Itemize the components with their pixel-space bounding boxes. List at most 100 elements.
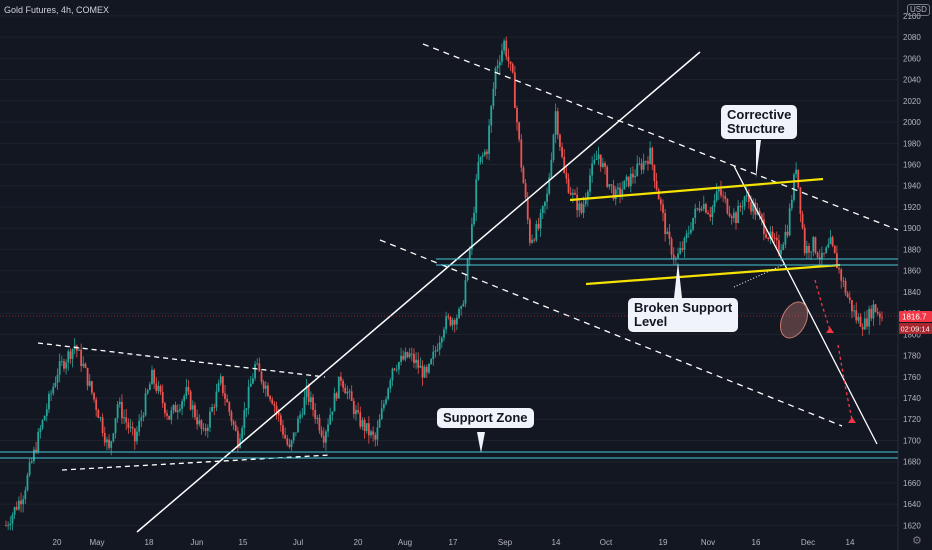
candle-body — [827, 244, 830, 248]
candle-body — [269, 396, 271, 400]
broken-support-callout: Broken Support Level — [628, 298, 739, 332]
corrective-callout-pointer — [756, 140, 761, 178]
candle-body — [163, 403, 166, 414]
candle-body — [511, 63, 514, 73]
y-tick-label: 1920 — [903, 203, 921, 212]
countdown-value: 02:09:14 — [901, 325, 930, 334]
x-tick-label: Nov — [701, 538, 715, 547]
candle-body — [110, 441, 113, 448]
candle-body — [687, 232, 690, 234]
candle-body — [290, 440, 293, 447]
support-zone-label: Support Zone — [443, 410, 528, 425]
candle-body — [318, 417, 321, 431]
candle-body — [741, 206, 744, 208]
candle-body — [196, 417, 198, 425]
candle-body — [299, 414, 302, 419]
candle-body — [786, 231, 789, 236]
candle-body — [24, 490, 27, 500]
candle-body — [595, 159, 598, 160]
candle-body — [65, 362, 68, 369]
candle-body — [142, 415, 145, 418]
candle-body — [84, 363, 87, 368]
x-tick-label: Jun — [191, 538, 204, 547]
candle-body — [522, 167, 525, 184]
corrective-structure-label: Corrective Structure — [727, 107, 792, 136]
candle-body — [642, 161, 645, 170]
candle-body — [580, 203, 583, 213]
candle-body — [614, 189, 617, 200]
candle-body — [700, 208, 703, 211]
candle-body — [552, 134, 555, 160]
candle-body — [838, 268, 840, 270]
candle-body — [224, 393, 226, 399]
candle-body — [179, 408, 181, 411]
candle-body — [247, 386, 250, 409]
candle-body — [425, 366, 428, 373]
y-tick-label: 2040 — [903, 76, 921, 85]
candle-body — [589, 175, 591, 192]
projection-arrowhead-2 — [848, 417, 856, 423]
x-tick-label: 16 — [752, 538, 761, 547]
candle-body — [818, 257, 821, 260]
x-tick-label: 14 — [846, 538, 855, 547]
candle-body — [256, 363, 259, 365]
candle-body — [836, 253, 838, 269]
candle-body — [314, 409, 317, 419]
candle-body — [520, 139, 523, 168]
candle-body — [438, 342, 441, 350]
y-tick-label: 2100 — [903, 12, 921, 21]
candle-body — [855, 310, 858, 321]
candle-body — [477, 161, 480, 180]
candle-body — [56, 374, 59, 383]
candle-body — [434, 350, 437, 352]
candle-body — [496, 65, 499, 69]
candle-body — [288, 444, 291, 447]
candle-body — [550, 159, 553, 178]
candle-body — [13, 507, 16, 515]
candle-body — [352, 400, 355, 415]
candle-body — [829, 237, 832, 245]
broken-callout-pointer — [674, 262, 682, 298]
candle-body — [116, 404, 119, 419]
currency-badge[interactable]: USD — [907, 4, 930, 16]
candle-body — [466, 259, 469, 281]
broken-support-label: Broken Support Level — [634, 300, 733, 329]
candle-body — [187, 386, 190, 392]
candle-body — [245, 408, 248, 411]
candle-body — [805, 246, 808, 254]
candle-body — [374, 434, 377, 440]
candle-body — [282, 425, 284, 435]
candle-body — [9, 523, 12, 526]
candle-body — [45, 409, 48, 417]
candle-body — [80, 349, 83, 367]
candle-body — [378, 419, 381, 428]
candle-body — [606, 166, 609, 187]
candle-body — [524, 183, 527, 198]
candle-body — [329, 414, 332, 425]
candle-body — [254, 364, 256, 379]
candle-body — [15, 507, 18, 510]
candle-body — [750, 201, 752, 212]
candle-body — [136, 431, 138, 442]
candle-body — [342, 380, 344, 388]
y-tick-label: 1980 — [903, 139, 921, 148]
candle-body — [516, 108, 518, 123]
candle-body — [30, 461, 33, 463]
candle-body — [507, 56, 510, 62]
candle-body — [97, 409, 100, 419]
candle-body — [825, 247, 828, 254]
candle-body — [556, 111, 559, 135]
candle-body — [393, 368, 396, 370]
candle-body — [608, 184, 611, 187]
candle-body — [773, 237, 776, 239]
candle-body — [327, 424, 329, 432]
candle-body — [333, 393, 336, 412]
candle-body — [382, 403, 385, 409]
candle-body — [303, 397, 306, 415]
candle-body — [582, 204, 585, 213]
candle-body — [475, 179, 478, 213]
gear-icon[interactable]: ⚙ — [912, 535, 922, 547]
x-tick-label: 20 — [53, 538, 62, 547]
